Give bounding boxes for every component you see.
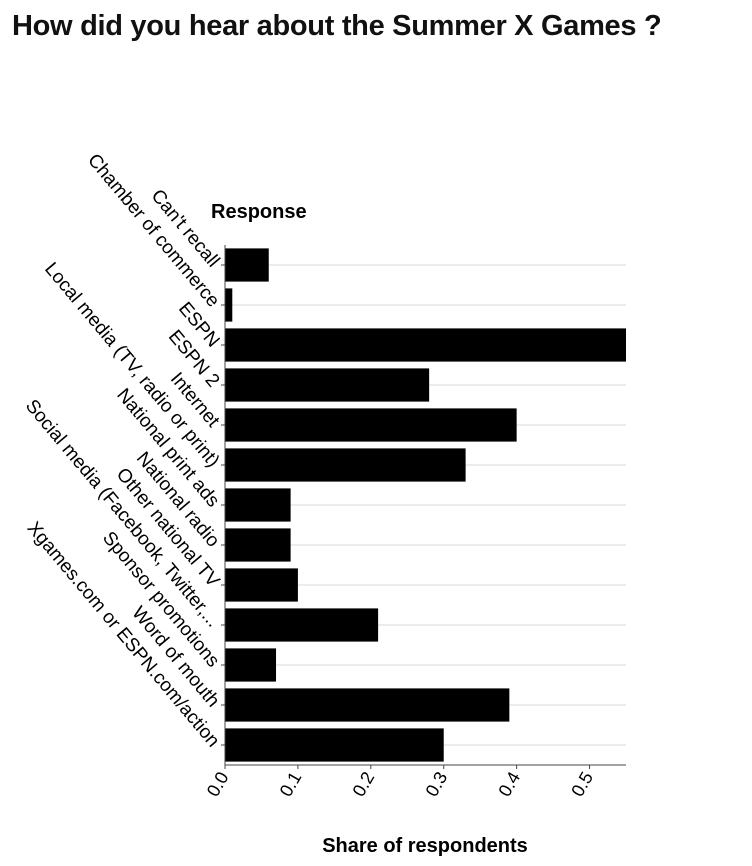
x-tick-label: 0.5 — [567, 768, 597, 800]
bar — [225, 688, 510, 722]
bar — [225, 728, 444, 762]
bar — [225, 248, 269, 282]
bar — [225, 568, 298, 602]
bars — [225, 248, 626, 762]
x-axis-title: Share of respondents — [322, 835, 528, 857]
x-tick-label: 0.2 — [349, 768, 379, 800]
x-tick-label: 0.3 — [421, 768, 451, 800]
y-axis-title: Response — [211, 201, 307, 223]
x-tick-label: 0.1 — [276, 768, 306, 800]
bar — [225, 448, 466, 482]
bar — [225, 288, 233, 322]
bar — [225, 488, 291, 522]
bar — [225, 648, 277, 682]
category-label: Chamber of commerce — [83, 150, 223, 312]
bar — [225, 408, 517, 442]
x-tick-label: 0.0 — [203, 768, 233, 800]
bar — [225, 368, 430, 402]
bar — [225, 608, 379, 642]
bar — [225, 328, 626, 362]
x-tick-label: 0.4 — [494, 768, 524, 800]
bar — [225, 528, 291, 562]
chart-title: How did you hear about the Summer X Game… — [12, 10, 662, 42]
